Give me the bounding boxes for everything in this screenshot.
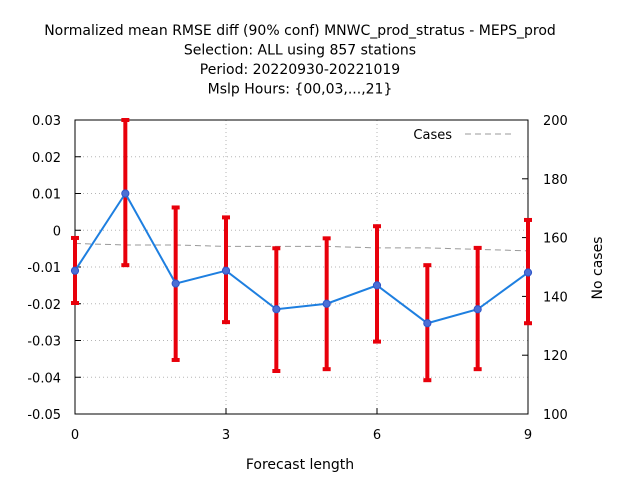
grid (75, 120, 528, 414)
tick-labels: 0.03 0.02 0.01 0 -0.01 -0.02 -0.03 -0.04 -0.05 20… (27, 114, 567, 443)
y2-tick-label: 120 (543, 349, 568, 364)
y2-tick-label: 200 (543, 114, 568, 129)
right-axis-label: No cases (590, 237, 606, 300)
data-point (171, 279, 180, 288)
y-tick-label: 0.02 (32, 151, 61, 166)
chart-title: Normalized mean RMSE diff (90% conf) MNW… (44, 23, 556, 98)
plot-border (74, 119, 529, 415)
x-tick-label: 6 (373, 428, 381, 443)
y-tick-label: -0.03 (27, 335, 61, 350)
data-point (372, 281, 382, 290)
x-tick-label: 9 (524, 428, 532, 443)
y-tick-label: -0.05 (27, 408, 61, 423)
x-axis-label: Forecast length (246, 457, 354, 473)
legend-label: Cases (413, 128, 452, 143)
title-line: Mslp Hours: {00,03,...,21} (208, 82, 393, 98)
error-bars (71, 118, 532, 383)
y2-tick-label: 160 (543, 232, 568, 247)
data-point (121, 189, 130, 198)
title-line: Selection: ALL using 857 stations (184, 43, 416, 59)
cases-line (74, 242, 529, 252)
y-tick-label: -0.02 (27, 298, 61, 313)
y-tick-label: 0.01 (32, 188, 61, 203)
y-tick-label: 0 (53, 224, 61, 239)
title-line: Normalized mean RMSE diff (90% conf) MNW… (44, 23, 556, 39)
cases-series (74, 242, 529, 252)
diff-line (74, 191, 529, 325)
plot-frame (74, 119, 529, 415)
y-tick-label: 0.03 (32, 114, 61, 129)
y2-tick-label: 180 (543, 173, 568, 188)
data-point (473, 305, 482, 314)
y-tick-label: -0.04 (27, 371, 61, 386)
x-tick-label: 3 (222, 428, 230, 443)
data-point (423, 319, 432, 328)
y2-tick-label: 100 (543, 408, 568, 423)
data-point (70, 266, 80, 275)
y2-tick-label: 140 (543, 290, 568, 305)
y-tick-label: -0.01 (27, 261, 61, 276)
diff-series (70, 189, 533, 328)
x-tick-label: 0 (71, 428, 79, 443)
data-point (322, 299, 331, 308)
data-point (523, 268, 533, 277)
data-point (221, 266, 231, 275)
title-line: Period: 20220930-20221019 (200, 62, 400, 78)
legend: Cases (413, 128, 512, 143)
data-point (272, 305, 281, 314)
